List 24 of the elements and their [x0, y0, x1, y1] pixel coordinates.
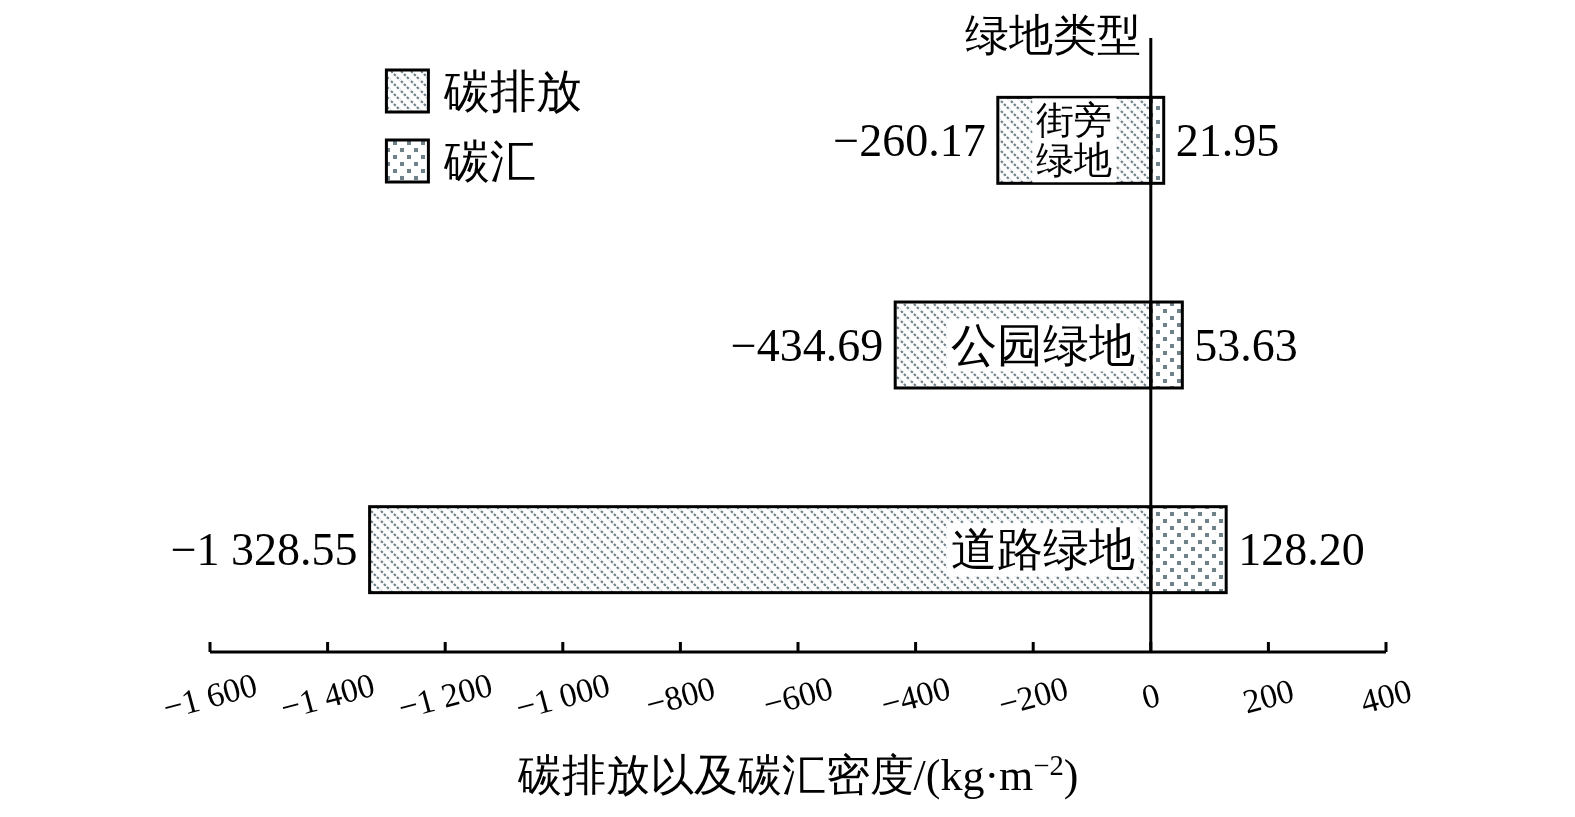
data-label: −1 328.55	[170, 524, 358, 576]
x-tick-label: −400	[876, 669, 955, 723]
data-label: 53.63	[1194, 319, 1298, 371]
category-label: 道路绿地	[950, 524, 1135, 576]
data-label: 128.20	[1238, 524, 1365, 576]
legend-label: 碳排放	[443, 65, 583, 117]
data-label: 21.95	[1175, 114, 1280, 166]
x-axis-title: 碳排放以及碳汇密度/(kg·m$^{−2}$)	[516, 749, 1079, 800]
x-tick-label: −1 400	[276, 665, 379, 727]
x-tick-label: 0	[1137, 675, 1164, 717]
x-tick-label: −200	[994, 669, 1072, 723]
x-tick-label: −800	[641, 669, 720, 723]
y-axis-title: 绿地类型	[964, 11, 1141, 60]
x-tick-label: −600	[759, 669, 837, 723]
category-label: 街旁绿地	[1036, 99, 1113, 182]
x-tick-label: −1 000	[511, 665, 614, 727]
data-label: −434.69	[730, 319, 884, 371]
data-label: −260.17	[833, 114, 986, 166]
category-label: 公园绿地	[950, 319, 1135, 371]
x-tick-label: 200	[1238, 671, 1298, 721]
legend-label: 碳汇	[443, 135, 537, 187]
x-tick-label: −1 200	[394, 665, 497, 727]
x-tick-label: −1 600	[159, 665, 261, 727]
x-tick-label: 400	[1356, 671, 1416, 721]
